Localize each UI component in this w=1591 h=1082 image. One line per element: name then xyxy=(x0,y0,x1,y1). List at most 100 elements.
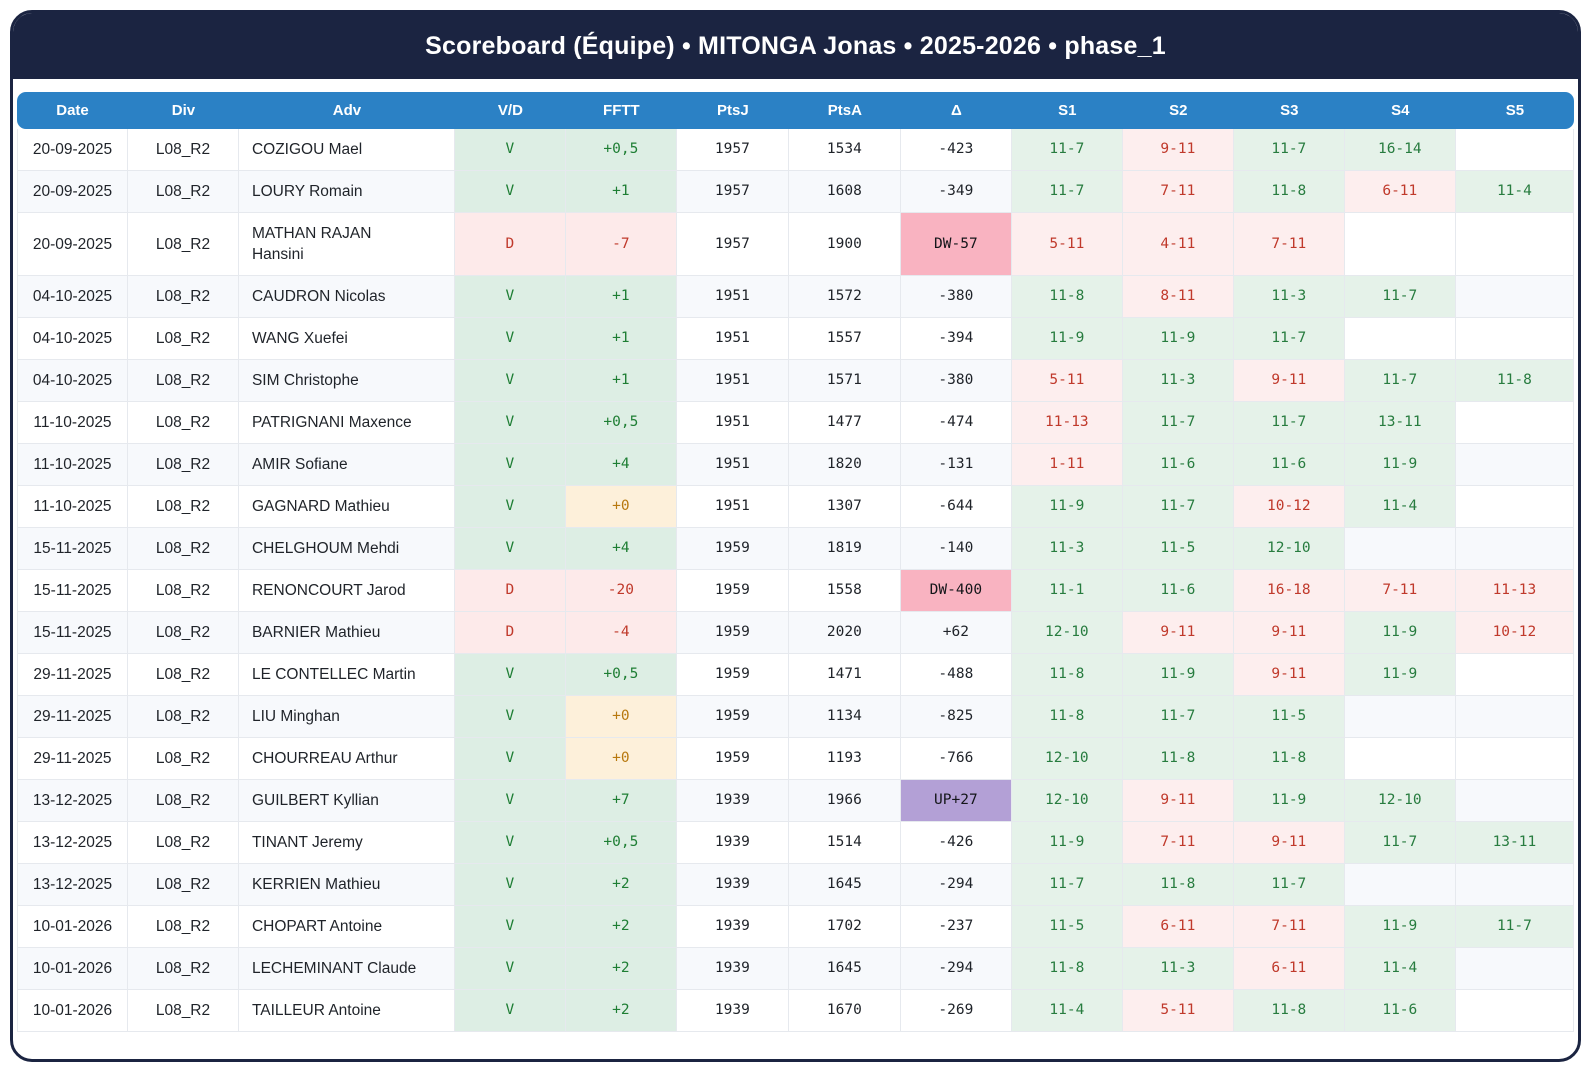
table-row: 29-11-2025 L08_R2 LE CONTELLEC Martin V +0,5… xyxy=(17,654,1574,696)
cell-ptsa: 1645 xyxy=(788,948,901,990)
cell-delta: -394 xyxy=(900,318,1012,360)
cell-adv: WANG Xuefei xyxy=(238,318,455,360)
cell-fftt: +4 xyxy=(565,444,677,486)
table-row: 15-11-2025 L08_R2 RENONCOURT Jarod D -20 1959… xyxy=(17,570,1574,612)
column-header--: Δ xyxy=(900,92,1012,129)
cell-ptsj: 1951 xyxy=(676,444,789,486)
cell-set-1: 12-10 xyxy=(1011,738,1123,780)
cell-set-4: 6-11 xyxy=(1344,171,1456,213)
cell-set-1: 11-3 xyxy=(1011,528,1123,570)
cell-set-2: 11-7 xyxy=(1122,402,1234,444)
cell-fftt: -4 xyxy=(565,612,677,654)
cell-ptsa: 1670 xyxy=(788,990,901,1032)
cell-set-3: 6-11 xyxy=(1233,948,1345,990)
cell-fftt: +4 xyxy=(565,528,677,570)
cell-set-5: 11-4 xyxy=(1455,171,1574,213)
cell-fftt: +7 xyxy=(565,780,677,822)
cell-set-3: 11-5 xyxy=(1233,696,1345,738)
table-row: 11-10-2025 L08_R2 PATRIGNANI Maxence V +0,5 1… xyxy=(17,402,1574,444)
cell-div: L08_R2 xyxy=(127,402,239,444)
cell-ptsj: 1951 xyxy=(676,276,789,318)
cell-set-3: 11-7 xyxy=(1233,318,1345,360)
cell-fftt: +0 xyxy=(565,696,677,738)
cell-set-1: 11-9 xyxy=(1011,318,1123,360)
cell-div: L08_R2 xyxy=(127,171,239,213)
cell-vd: V xyxy=(454,864,566,906)
cell-adv: TINANT Jeremy xyxy=(238,822,455,864)
cell-set-2: 11-3 xyxy=(1122,948,1234,990)
cell-set-2: 9-11 xyxy=(1122,780,1234,822)
cell-set-1: 11-4 xyxy=(1011,990,1123,1032)
cell-set-5 xyxy=(1455,738,1574,780)
cell-ptsa: 1307 xyxy=(788,486,901,528)
cell-div: L08_R2 xyxy=(127,864,239,906)
cell-ptsj: 1939 xyxy=(676,822,789,864)
table-row: 04-10-2025 L08_R2 WANG Xuefei V +1 1951 1557 -3… xyxy=(17,318,1574,360)
cell-fftt: +2 xyxy=(565,990,677,1032)
cell-fftt: +1 xyxy=(565,171,677,213)
cell-div: L08_R2 xyxy=(127,780,239,822)
cell-vd: V xyxy=(454,906,566,948)
cell-date: 11-10-2025 xyxy=(17,486,128,528)
cell-date: 29-11-2025 xyxy=(17,696,128,738)
cell-set-2: 7-11 xyxy=(1122,171,1234,213)
cell-set-1: 11-8 xyxy=(1011,948,1123,990)
cell-div: L08_R2 xyxy=(127,612,239,654)
table-row: 11-10-2025 L08_R2 GAGNARD Mathieu V +0 1951 13… xyxy=(17,486,1574,528)
cell-set-4 xyxy=(1344,738,1456,780)
cell-set-4: 11-7 xyxy=(1344,360,1456,402)
cell-set-5 xyxy=(1455,948,1574,990)
cell-vd: V xyxy=(454,171,566,213)
table-row: 20-09-2025 L08_R2 MATHAN RAJAN Hansini D -7 1… xyxy=(17,213,1574,276)
cell-ptsa: 1819 xyxy=(788,528,901,570)
cell-set-3: 9-11 xyxy=(1233,360,1345,402)
cell-fftt: +0,5 xyxy=(565,822,677,864)
cell-delta: -269 xyxy=(900,990,1012,1032)
cell-set-4: 11-9 xyxy=(1344,612,1456,654)
column-header-date: Date xyxy=(17,92,128,129)
cell-set-4: 12-10 xyxy=(1344,780,1456,822)
cell-fftt: +1 xyxy=(565,318,677,360)
cell-set-4: 11-9 xyxy=(1344,444,1456,486)
cell-delta: -644 xyxy=(900,486,1012,528)
cell-adv: LECHEMINANT Claude xyxy=(238,948,455,990)
cell-set-5 xyxy=(1455,318,1574,360)
table-body: 20-09-2025 L08_R2 COZIGOU Mael V +0,5 1957 153… xyxy=(17,129,1574,1032)
cell-ptsj: 1959 xyxy=(676,696,789,738)
scoreboard-table: Date Div Adv V/D FFTT PtsJ PtsA Δ S1 S2 S3 S4 S5 20-… xyxy=(17,92,1574,1032)
cell-div: L08_R2 xyxy=(127,990,239,1032)
table-row: 13-12-2025 L08_R2 KERRIEN Mathieu V +2 1939 16… xyxy=(17,864,1574,906)
cell-date: 13-12-2025 xyxy=(17,864,128,906)
cell-set-1: 11-9 xyxy=(1011,486,1123,528)
cell-set-2: 7-11 xyxy=(1122,822,1234,864)
cell-delta: +62 xyxy=(900,612,1012,654)
cell-div: L08_R2 xyxy=(127,948,239,990)
cell-vd: V xyxy=(454,318,566,360)
column-header-s4: S4 xyxy=(1344,92,1456,129)
cell-set-1: 11-8 xyxy=(1011,654,1123,696)
cell-adv: GAGNARD Mathieu xyxy=(238,486,455,528)
cell-set-1: 5-11 xyxy=(1011,360,1123,402)
cell-adv: RENONCOURT Jarod xyxy=(238,570,455,612)
cell-ptsa: 1571 xyxy=(788,360,901,402)
cell-vd: D xyxy=(454,570,566,612)
cell-set-4: 11-9 xyxy=(1344,654,1456,696)
cell-fftt: -20 xyxy=(565,570,677,612)
cell-set-3: 11-7 xyxy=(1233,402,1345,444)
cell-ptsj: 1939 xyxy=(676,990,789,1032)
cell-date: 15-11-2025 xyxy=(17,528,128,570)
cell-delta: -237 xyxy=(900,906,1012,948)
cell-set-1: 11-8 xyxy=(1011,276,1123,318)
cell-set-5: 10-12 xyxy=(1455,612,1574,654)
cell-set-3: 9-11 xyxy=(1233,612,1345,654)
cell-vd: V xyxy=(454,486,566,528)
cell-adv: AMIR Sofiane xyxy=(238,444,455,486)
title-bar: Scoreboard (Équipe) • MITONGA Jonas • 20… xyxy=(13,13,1578,79)
cell-set-2: 11-8 xyxy=(1122,738,1234,780)
cell-set-4 xyxy=(1344,318,1456,360)
cell-set-5: 11-7 xyxy=(1455,906,1574,948)
cell-div: L08_R2 xyxy=(127,213,239,276)
cell-ptsa: 1477 xyxy=(788,402,901,444)
cell-div: L08_R2 xyxy=(127,129,239,171)
cell-set-1: 1-11 xyxy=(1011,444,1123,486)
